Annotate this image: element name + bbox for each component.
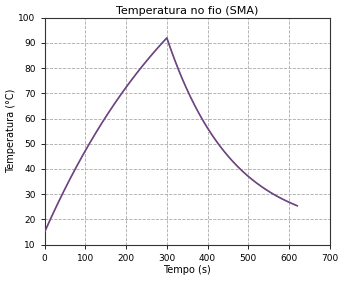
Title: Temperatura no fio (SMA): Temperatura no fio (SMA): [116, 6, 258, 15]
X-axis label: Tempo (s): Tempo (s): [163, 266, 211, 275]
Y-axis label: Temperatura (°C): Temperatura (°C): [6, 89, 15, 173]
